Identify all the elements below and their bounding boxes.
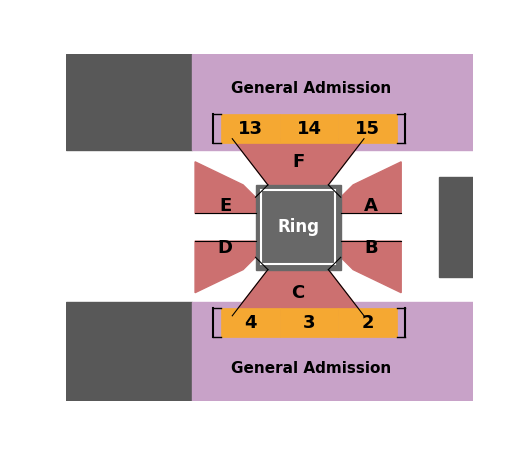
- Polygon shape: [195, 241, 256, 292]
- Bar: [279, 114, 339, 143]
- Text: Ring: Ring: [277, 218, 319, 236]
- Text: B: B: [364, 239, 378, 257]
- Polygon shape: [341, 241, 401, 292]
- Text: 3: 3: [303, 314, 315, 332]
- Polygon shape: [232, 139, 364, 185]
- Bar: [192, 54, 472, 150]
- Bar: [66, 54, 192, 150]
- Text: 14: 14: [297, 120, 321, 138]
- Text: A: A: [364, 197, 378, 215]
- Bar: [256, 185, 341, 270]
- Bar: [66, 302, 192, 400]
- Text: F: F: [292, 153, 304, 171]
- Text: General Admission: General Admission: [231, 81, 392, 96]
- Text: 2: 2: [362, 314, 374, 332]
- Bar: [220, 114, 279, 143]
- Bar: [261, 190, 335, 264]
- Text: 4: 4: [244, 314, 256, 332]
- Bar: [220, 308, 279, 338]
- Polygon shape: [341, 162, 401, 213]
- Bar: [339, 114, 397, 143]
- Text: C: C: [291, 284, 304, 302]
- Polygon shape: [232, 270, 364, 316]
- Bar: [192, 302, 472, 400]
- Text: D: D: [218, 239, 233, 257]
- Text: E: E: [219, 197, 232, 215]
- Bar: [439, 177, 472, 277]
- Bar: [279, 308, 339, 338]
- Text: 13: 13: [238, 120, 262, 138]
- Text: 15: 15: [355, 120, 381, 138]
- Text: General Admission: General Admission: [231, 360, 392, 376]
- Bar: [339, 308, 397, 338]
- Polygon shape: [195, 162, 256, 213]
